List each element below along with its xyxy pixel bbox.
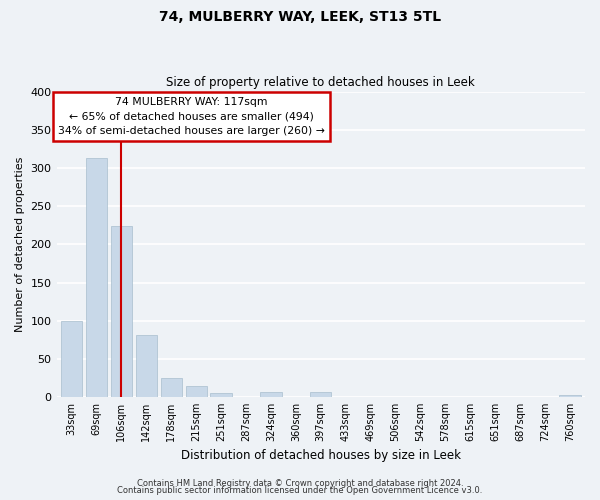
Y-axis label: Number of detached properties: Number of detached properties — [15, 157, 25, 332]
Bar — [185, 386, 207, 397]
Bar — [211, 393, 232, 397]
Text: 74 MULBERRY WAY: 117sqm
← 65% of detached houses are smaller (494)
34% of semi-d: 74 MULBERRY WAY: 117sqm ← 65% of detache… — [58, 96, 325, 136]
X-axis label: Distribution of detached houses by size in Leek: Distribution of detached houses by size … — [181, 450, 461, 462]
Bar — [111, 226, 132, 397]
Bar — [260, 392, 281, 397]
Bar — [86, 158, 107, 397]
Text: Contains HM Land Registry data © Crown copyright and database right 2024.: Contains HM Land Registry data © Crown c… — [137, 478, 463, 488]
Bar — [136, 335, 157, 397]
Bar — [161, 378, 182, 397]
Bar — [61, 322, 82, 397]
Bar — [310, 392, 331, 397]
Text: Contains public sector information licensed under the Open Government Licence v3: Contains public sector information licen… — [118, 486, 482, 495]
Text: 74, MULBERRY WAY, LEEK, ST13 5TL: 74, MULBERRY WAY, LEEK, ST13 5TL — [159, 10, 441, 24]
Title: Size of property relative to detached houses in Leek: Size of property relative to detached ho… — [166, 76, 475, 90]
Bar — [559, 394, 581, 397]
